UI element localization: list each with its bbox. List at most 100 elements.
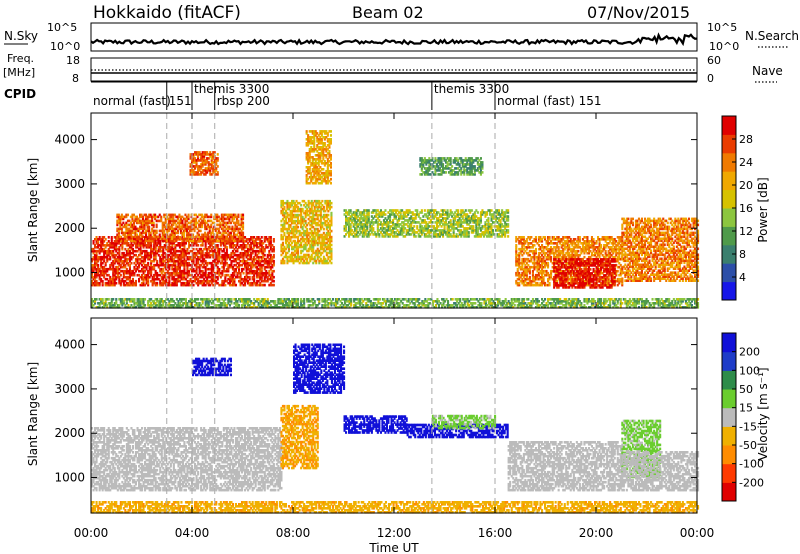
data-cell (241, 255, 244, 259)
data-cell (204, 267, 207, 271)
data-cell (160, 283, 163, 287)
data-cell (145, 244, 148, 247)
data-cell (97, 240, 100, 243)
data-cell (242, 251, 245, 255)
data-cell (251, 263, 254, 267)
data-cell (168, 271, 171, 275)
data-cell (210, 247, 213, 251)
data-cell (238, 275, 241, 279)
data-cell (244, 249, 247, 253)
data-cell (118, 247, 121, 251)
data-cell (168, 259, 171, 263)
data-cell (186, 249, 189, 253)
data-cell (188, 257, 191, 261)
data-cell (95, 271, 98, 275)
data-cell (222, 257, 225, 261)
data-cell (212, 273, 215, 277)
data-cell (110, 283, 113, 287)
data-cell (154, 246, 157, 249)
data-cell (172, 247, 175, 251)
data-cell (125, 281, 128, 285)
data-cell (174, 267, 177, 271)
data-cell (183, 283, 186, 287)
data-cell (228, 263, 231, 267)
data-cell (142, 242, 145, 245)
data-cell (442, 163, 445, 166)
data-cell (186, 257, 189, 261)
data-cell (239, 277, 242, 281)
data-cell (250, 253, 253, 257)
data-cell (189, 257, 192, 261)
data-cell (254, 240, 257, 243)
data-cell (239, 263, 242, 267)
data-cell (154, 283, 157, 287)
data-cell (101, 249, 104, 253)
data-cell (228, 246, 231, 249)
data-cell (260, 244, 263, 247)
data-cell (162, 251, 165, 255)
data-cell (186, 269, 189, 273)
data-cell (97, 257, 100, 261)
data-cell (248, 238, 251, 241)
data-cell (122, 251, 125, 255)
data-cell (248, 244, 251, 247)
data-cell (218, 255, 221, 259)
data-cell (204, 283, 207, 287)
data-cell (242, 238, 245, 241)
data-cell (198, 233, 201, 237)
data-cell (194, 255, 197, 259)
data-cell (189, 273, 192, 277)
data-cell (166, 265, 169, 269)
data-cell (222, 265, 225, 269)
data-cell (195, 265, 198, 269)
data-cell (198, 249, 201, 253)
data-cell (245, 277, 248, 281)
data-cell (321, 199, 324, 203)
data-cell (156, 263, 159, 267)
data-cell (125, 283, 128, 287)
data-cell (242, 267, 245, 271)
data-cell (147, 261, 150, 265)
data-cell (130, 244, 133, 247)
data-cell (260, 247, 263, 251)
data-cell (139, 269, 142, 273)
data-cell (215, 244, 218, 247)
data-cell (106, 249, 109, 253)
data-cell (101, 238, 104, 241)
data-cell (234, 257, 237, 261)
data-cell (168, 238, 171, 241)
data-cell (94, 265, 97, 269)
data-cell (115, 244, 118, 247)
data-cell (119, 269, 122, 273)
data-cell (97, 265, 100, 269)
data-cell (204, 244, 207, 247)
data-cell (180, 257, 183, 261)
data-cell (330, 201, 333, 205)
data-cell (138, 247, 141, 251)
data-cell (200, 269, 203, 273)
data-cell (94, 263, 97, 267)
data-cell (198, 265, 201, 269)
data-cell (92, 257, 95, 261)
data-cell (124, 255, 127, 259)
data-cell (113, 261, 116, 265)
data-cell (262, 279, 265, 283)
data-cell (177, 249, 180, 253)
data-cell (174, 263, 177, 267)
data-cell (248, 246, 251, 249)
data-cell (204, 275, 207, 279)
data-cell (136, 261, 139, 265)
data-cell (113, 247, 116, 251)
data-cell (98, 247, 101, 251)
data-cell (131, 283, 134, 287)
date-title: 07/Nov/2015 (587, 3, 690, 22)
data-cell (228, 265, 231, 269)
data-cell (183, 249, 186, 253)
data-cell (183, 281, 186, 285)
data-cell (142, 255, 145, 259)
data-cell (174, 244, 177, 247)
data-cell (183, 246, 186, 249)
data-cell (150, 265, 153, 269)
data-cell (121, 277, 124, 281)
data-cell (171, 242, 174, 245)
